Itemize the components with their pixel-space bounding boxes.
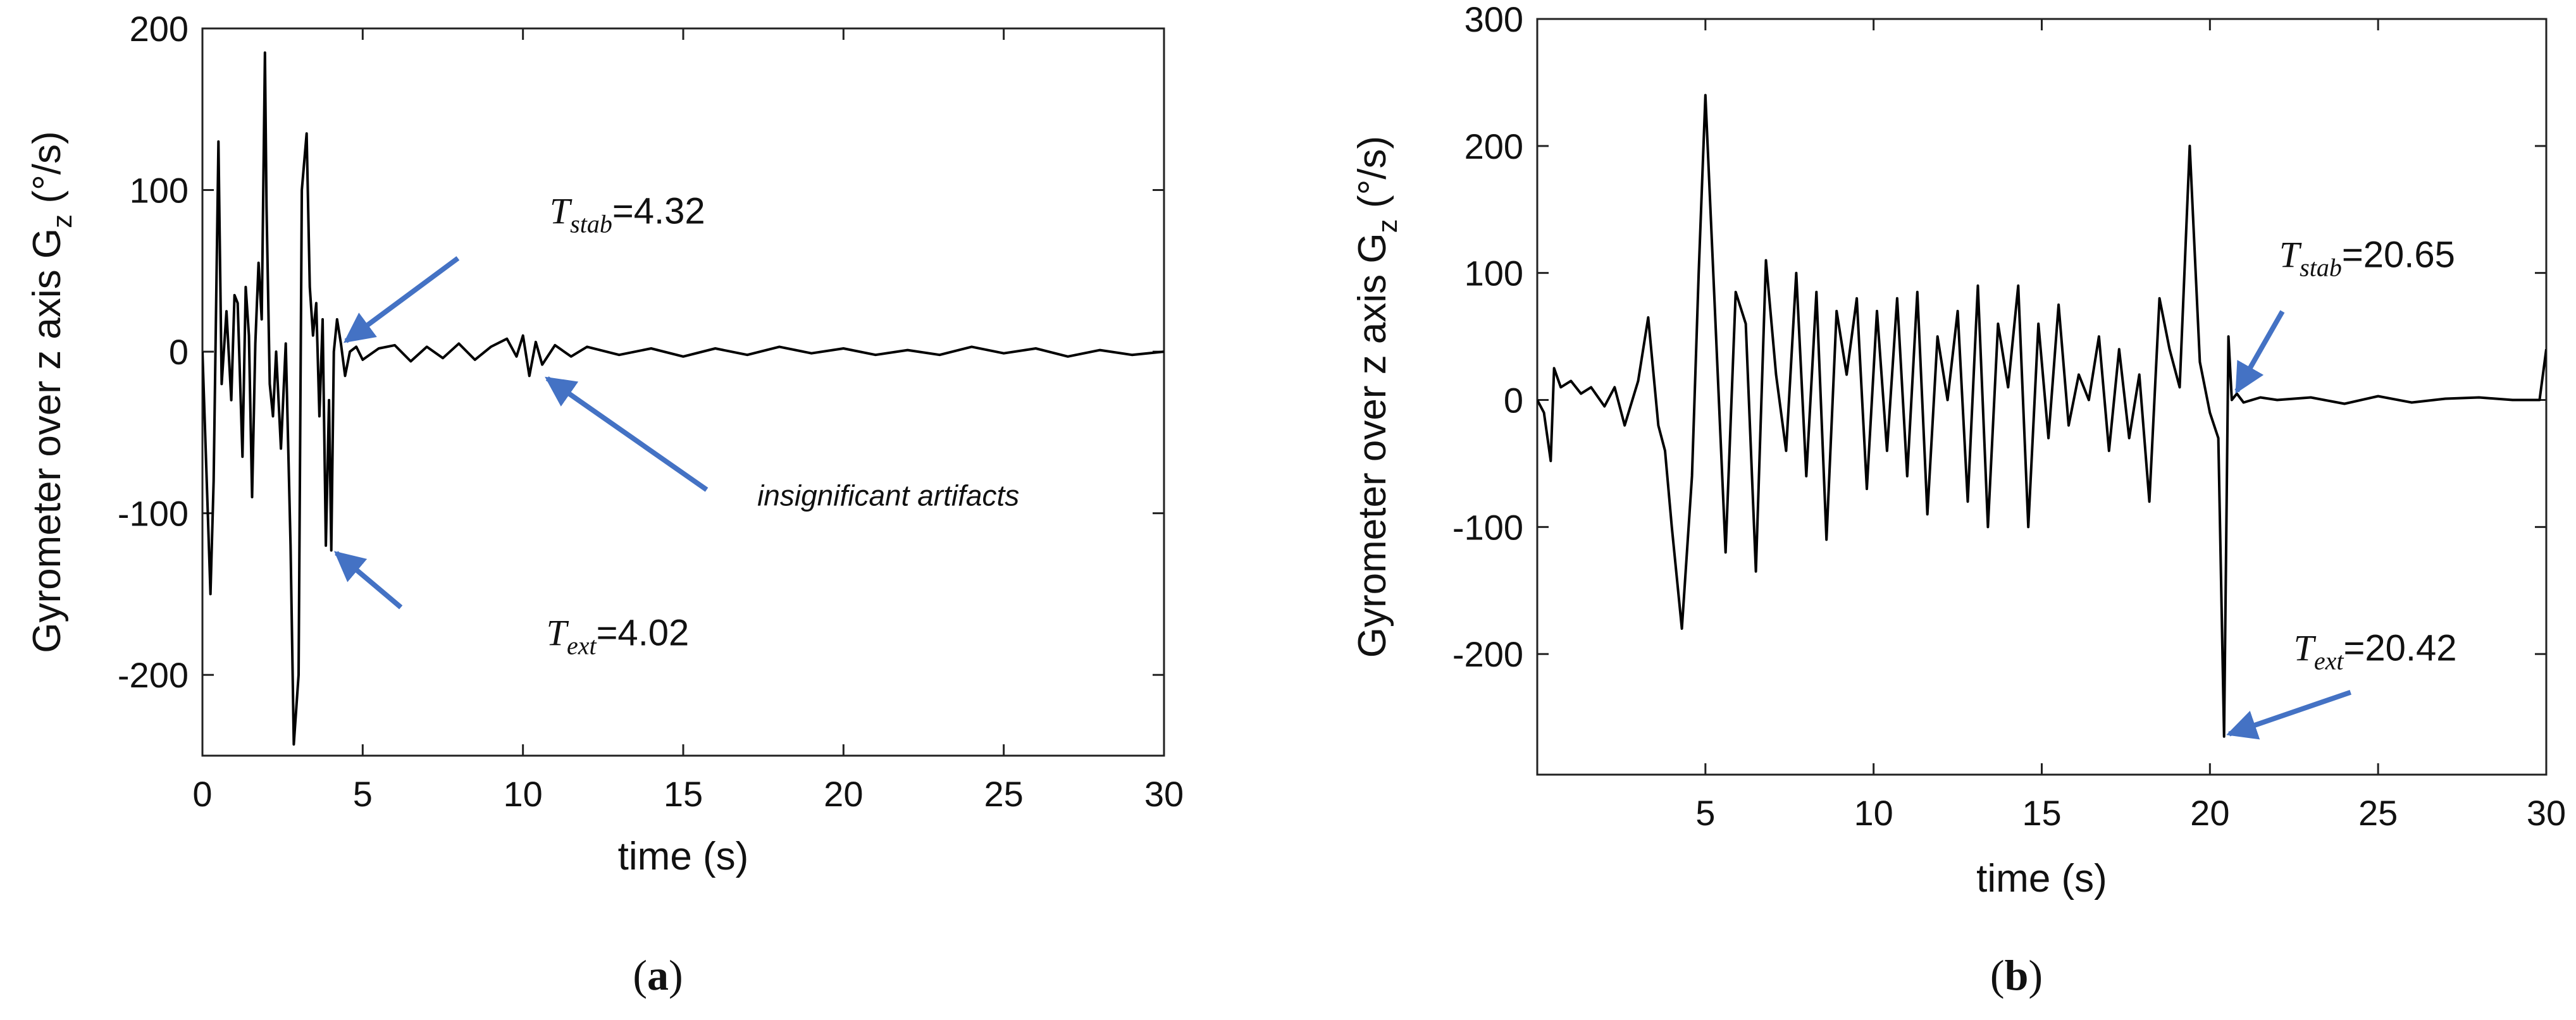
panel-label-letter: b: [2005, 951, 2029, 999]
y-tick-label: 0: [169, 332, 189, 372]
y-axis-label-subscript: z: [47, 214, 78, 228]
annotation-arrow: [545, 376, 709, 492]
y-tick-label: -200: [1452, 634, 1523, 674]
chart-panel-a: 0 5 10 15 20 25 30 -200 -100 0 100 200 time (s) Gyrom…: [25, 9, 1184, 999]
annotation-symbol: T: [550, 190, 573, 231]
gyrometer-series-line: [202, 51, 1164, 746]
y-tick-label: -100: [118, 494, 189, 534]
chart-panel-b: 5 10 15 20 25 30 -200 -100 0 100 200 300 time (s) Gyr…: [1351, 0, 2566, 999]
x-tick-label: 0: [192, 774, 212, 814]
x-tick-label: 30: [2527, 793, 2566, 833]
annotation-label: Tstab=20.65: [2279, 234, 2455, 281]
annotation-value: =20.65: [2342, 234, 2455, 275]
x-axis-label: time (s): [1976, 857, 2107, 900]
x-tick-label: 20: [824, 774, 863, 814]
annotation-symbol: T: [2279, 234, 2302, 275]
annotation-label: Text=20.42: [2294, 628, 2457, 675]
panel-label: (b): [1990, 951, 2043, 999]
annotation-label: Tstab=4.32: [550, 190, 705, 238]
y-axis-label-main: Gyrometer over z axis G: [25, 228, 69, 653]
y-tick-label: 100: [130, 171, 189, 211]
x-axis-label: time (s): [618, 835, 749, 878]
y-tick-label: -100: [1452, 507, 1523, 547]
x-tick-label: 15: [2022, 793, 2061, 833]
annotation-arrow: [344, 256, 460, 343]
annotation-subscript: ext: [2314, 647, 2344, 675]
y-axis-label-main: Gyrometer over z axis G: [1351, 233, 1394, 658]
annotation-arrow: [2234, 310, 2285, 394]
annotation-symbol: T: [2294, 628, 2317, 669]
y-tick-label: 0: [1504, 381, 1523, 421]
y-axis-label: Gyrometer over z axis Gz (°/s): [25, 131, 78, 653]
x-tick-label: 10: [504, 774, 543, 814]
annotation-subscript: stab: [2300, 253, 2342, 281]
x-tick-label: 20: [2190, 793, 2229, 833]
y-axis-label-unit: (°/s): [25, 131, 69, 214]
annotation-value: =20.42: [2344, 628, 2457, 669]
x-tick-label: 15: [664, 774, 703, 814]
annotation-subscript: ext: [567, 631, 597, 660]
annotation-symbol: T: [547, 612, 569, 653]
y-tick-label: -200: [118, 655, 189, 695]
panel-label-letter: a: [647, 951, 669, 999]
y-tick-label: 300: [1464, 0, 1523, 39]
y-axis-label-unit: (°/s): [1351, 136, 1394, 219]
x-tick-label: 5: [353, 774, 373, 814]
x-tick-label: 25: [2358, 793, 2398, 833]
annotation-arrow: [334, 551, 403, 610]
annotation-label: Text=4.02: [547, 612, 690, 660]
annotation-value: =4.02: [597, 612, 690, 653]
annotation-note: insignificant artifacts: [757, 479, 1019, 512]
y-tick-label: 200: [130, 9, 189, 49]
annotation-value: =4.32: [612, 190, 705, 231]
y-axis-label-subscript: z: [1372, 219, 1403, 233]
gyrometer-series-line: [1537, 94, 2546, 738]
x-tick-label: 25: [984, 774, 1024, 814]
y-tick-label: 100: [1464, 254, 1523, 293]
annotation-arrow: [2226, 689, 2351, 740]
y-tick-label: 200: [1464, 126, 1523, 166]
x-tick-label: 5: [1695, 793, 1715, 833]
panel-label: (a): [633, 951, 683, 999]
x-tick-label: 10: [1854, 793, 1893, 833]
x-tick-label: 30: [1144, 774, 1184, 814]
annotation-subscript: stab: [570, 209, 612, 238]
y-axis-label: Gyrometer over z axis Gz (°/s): [1351, 136, 1403, 658]
